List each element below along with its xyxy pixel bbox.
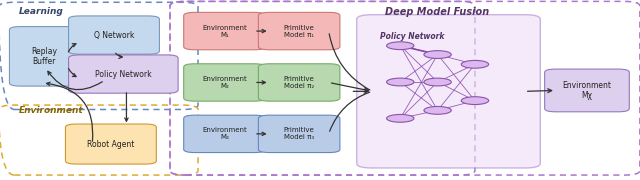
FancyBboxPatch shape [356,15,540,168]
Circle shape [387,42,414,50]
FancyBboxPatch shape [184,115,265,153]
Text: Environment
M₃: Environment M₃ [202,127,247,140]
Text: Environment: Environment [19,106,83,115]
Text: Environment
Mχ: Environment Mχ [563,81,611,100]
Circle shape [424,51,451,58]
Circle shape [461,60,489,68]
FancyBboxPatch shape [259,12,340,50]
Text: Primitive
Model π₃: Primitive Model π₃ [284,127,314,140]
Circle shape [387,78,414,86]
Text: Environment
M₁: Environment M₁ [202,25,247,38]
FancyBboxPatch shape [10,27,79,86]
Circle shape [461,97,489,105]
Circle shape [424,107,451,114]
FancyBboxPatch shape [259,64,340,101]
FancyBboxPatch shape [65,124,156,164]
Text: Policy Network: Policy Network [95,69,152,78]
Text: Primitive
Model π₁: Primitive Model π₁ [284,25,314,38]
Text: Deep Model Fusion: Deep Model Fusion [385,7,489,17]
FancyBboxPatch shape [184,64,265,101]
Circle shape [387,114,414,122]
Circle shape [424,78,451,86]
Text: Policy Network: Policy Network [380,32,444,41]
Text: Learning: Learning [19,7,63,16]
FancyBboxPatch shape [259,115,340,153]
FancyBboxPatch shape [184,12,265,50]
Text: Q Network: Q Network [94,31,134,40]
FancyBboxPatch shape [545,69,629,112]
FancyBboxPatch shape [68,55,178,93]
Text: Robot Agent: Robot Agent [87,140,134,148]
Text: Environment
M₂: Environment M₂ [202,76,247,89]
Text: Primitive
Model π₂: Primitive Model π₂ [284,76,314,89]
FancyBboxPatch shape [68,16,159,54]
Text: Replay
Buffer: Replay Buffer [31,47,57,66]
